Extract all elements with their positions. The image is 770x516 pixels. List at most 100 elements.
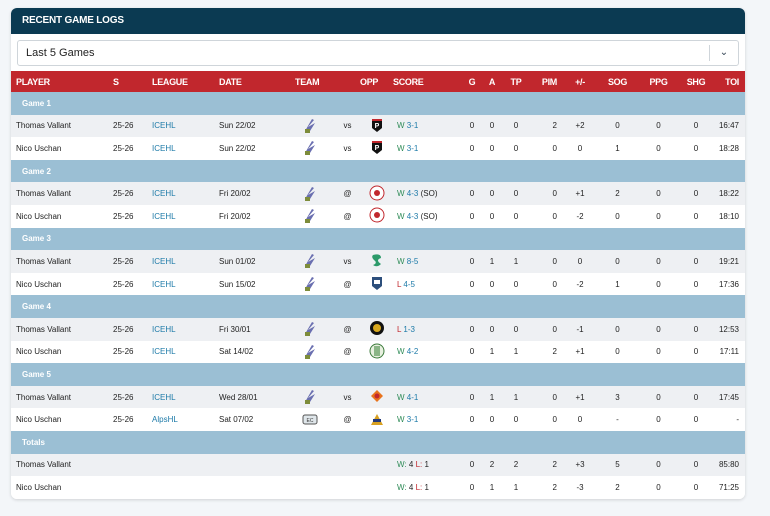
opponent-cell[interactable] — [360, 204, 393, 228]
column-header-[interactable]: +/- — [565, 71, 595, 92]
team-cell[interactable] — [295, 204, 335, 228]
team-cell[interactable] — [295, 340, 335, 364]
league-link[interactable]: ICEHL — [152, 211, 176, 221]
stat-tp: 0 — [502, 114, 530, 138]
score-cell[interactable]: W 3-1 — [393, 114, 462, 138]
score-cell[interactable]: W 4-2 — [393, 340, 462, 364]
score-link[interactable]: 8-5 — [406, 256, 419, 266]
score-link[interactable]: 3-1 — [406, 143, 419, 153]
stat-pm: +1 — [565, 182, 595, 205]
group-label: Totals — [11, 430, 745, 454]
column-header-ppg[interactable]: PPG — [640, 71, 677, 92]
player-name[interactable]: Thomas Vallant — [11, 385, 113, 409]
league-link[interactable]: AlpsHL — [152, 415, 178, 425]
player-name[interactable]: Thomas Vallant — [11, 317, 113, 341]
result: W — [397, 415, 405, 425]
score-cell[interactable]: W 4-3 (SO) — [393, 182, 462, 205]
column-header-player[interactable]: PLAYER — [11, 71, 113, 92]
score-link[interactable]: 4-3 — [406, 189, 419, 199]
wins-label: W: — [397, 482, 407, 492]
player-name[interactable]: Thomas Vallant — [11, 114, 113, 138]
opponent-cell[interactable] — [360, 317, 393, 341]
opponent-cell[interactable] — [360, 250, 393, 273]
stat-g: 0 — [462, 385, 482, 409]
player-name[interactable]: Nico Uschan — [11, 204, 113, 228]
score-link[interactable]: 1-3 — [403, 324, 415, 334]
score-cell[interactable]: W 4-1 — [393, 385, 462, 409]
column-header-sog[interactable]: SOG — [595, 71, 640, 92]
league-link[interactable]: ICEHL — [152, 256, 176, 266]
column-header-pim[interactable]: PIM — [530, 71, 565, 92]
totals-row: Thomas Vallant W: 4 L: 1 0 2 2 2 +3 5 0 0 85:80 — [11, 453, 745, 477]
column-header-shg[interactable]: SHG — [677, 71, 715, 92]
opponent-cell[interactable]: P — [360, 114, 393, 138]
league-link[interactable]: ICEHL — [152, 392, 176, 402]
league-link[interactable]: ICEHL — [152, 143, 176, 153]
player-name[interactable]: Thomas Vallant — [11, 250, 113, 273]
score-cell[interactable]: W 4-3 (SO) — [393, 204, 462, 228]
score-link[interactable]: 3-1 — [406, 121, 419, 131]
score-link[interactable]: 3-1 — [406, 415, 419, 425]
team-cell[interactable]: EC — [295, 408, 335, 431]
logo-icon — [302, 388, 318, 406]
player-name[interactable]: Nico Uschan — [11, 408, 113, 431]
column-header-tp[interactable]: TP — [502, 71, 530, 92]
score-cell[interactable]: L 1-3 — [393, 317, 462, 341]
stat-toi: 85:80 — [715, 453, 745, 477]
column-header-location[interactable] — [335, 71, 360, 92]
player-name[interactable]: Thomas Vallant — [11, 453, 393, 477]
score-cell[interactable]: W 8-5 — [393, 250, 462, 273]
league-link[interactable]: ICEHL — [152, 279, 176, 289]
league-link[interactable]: ICEHL — [152, 324, 176, 334]
score-link[interactable]: 4-5 — [403, 279, 415, 289]
team-cell[interactable] — [295, 137, 335, 160]
result: W — [397, 189, 405, 199]
stat-shg: 0 — [677, 137, 715, 160]
opponent-cell[interactable] — [360, 340, 393, 364]
stat-tp: 0 — [502, 204, 530, 228]
team-cell[interactable] — [295, 250, 335, 273]
logo-icon — [302, 185, 318, 203]
column-header-a[interactable]: A — [482, 71, 502, 92]
chevron-down-icon[interactable]: ⌄ — [709, 45, 738, 61]
player-name[interactable]: Thomas Vallant — [11, 182, 113, 205]
league-link[interactable]: ICEHL — [152, 121, 176, 131]
column-header-team[interactable]: TEAM — [295, 71, 335, 92]
score-link[interactable]: 4-3 — [406, 211, 419, 221]
team-cell[interactable] — [295, 272, 335, 296]
result: W — [397, 256, 405, 266]
team-cell[interactable] — [295, 317, 335, 341]
score-link[interactable]: 4-1 — [406, 392, 419, 402]
score-cell[interactable]: L 4-5 — [393, 272, 462, 296]
column-header-opp[interactable]: OPP — [360, 71, 393, 92]
column-header-date[interactable]: DATE — [219, 71, 295, 92]
team-cell[interactable] — [295, 182, 335, 205]
opponent-cell[interactable] — [360, 182, 393, 205]
player-name[interactable]: Nico Uschan — [11, 137, 113, 160]
games-range-select[interactable]: Last 5 Games ⌄ — [17, 40, 739, 66]
stat-sog: 5 — [595, 453, 640, 477]
league-link[interactable]: ICEHL — [152, 347, 176, 357]
column-header-score[interactable]: SCORE — [393, 71, 462, 92]
stat-tp: 1 — [502, 250, 530, 273]
team-cell[interactable] — [295, 385, 335, 409]
opponent-cell[interactable] — [360, 408, 393, 431]
opponent-cell[interactable] — [360, 272, 393, 296]
player-name[interactable]: Nico Uschan — [11, 476, 393, 499]
column-header-toi[interactable]: TOI — [715, 71, 745, 92]
opponent-cell[interactable]: P — [360, 137, 393, 160]
stat-pm: -2 — [565, 204, 595, 228]
opponent-cell[interactable] — [360, 385, 393, 409]
league-link[interactable]: ICEHL — [152, 189, 176, 199]
player-name[interactable]: Nico Uschan — [11, 340, 113, 364]
score-link[interactable]: 4-2 — [406, 347, 419, 357]
column-header-g[interactable]: G — [462, 71, 482, 92]
score-cell[interactable]: W 3-1 — [393, 408, 462, 431]
score-cell[interactable]: W 3-1 — [393, 137, 462, 160]
group-row: Game 2 — [11, 159, 745, 183]
column-header-s[interactable]: S — [113, 71, 152, 92]
column-header-league[interactable]: LEAGUE — [152, 71, 219, 92]
table-row: Thomas Vallant 25-26 ICEHL Fri 30/01 @ L 1-3 0… — [11, 317, 745, 341]
team-cell[interactable] — [295, 114, 335, 138]
player-name[interactable]: Nico Uschan — [11, 272, 113, 296]
